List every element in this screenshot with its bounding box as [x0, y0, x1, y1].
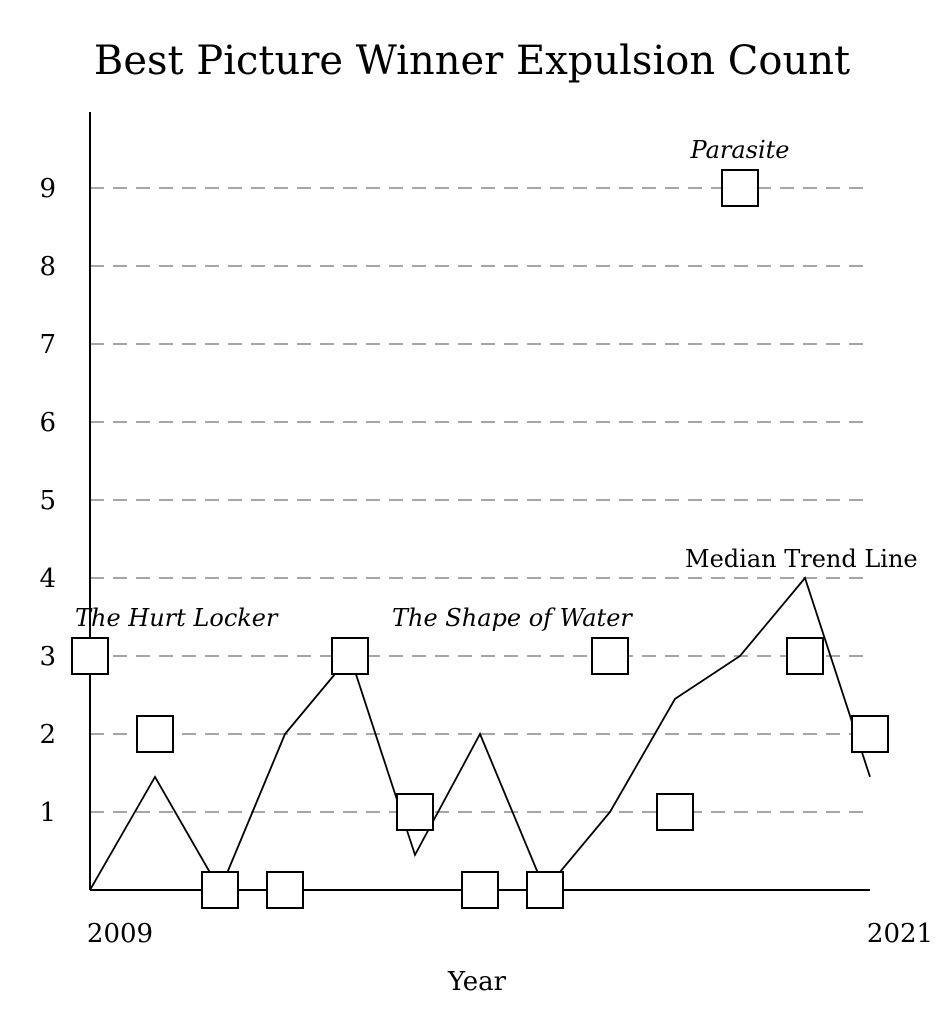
data-point-marker [591, 637, 629, 675]
data-point-marker [721, 169, 759, 207]
x-tick-label: 2009 [87, 919, 153, 949]
tick-labels: 1 2 3 4 5 6 7 8 9 2009 2021 [39, 174, 933, 949]
data-point-marker [266, 871, 304, 909]
y-tick-label: 8 [39, 252, 56, 282]
annotation-label: Median Trend Line [685, 545, 918, 573]
data-point-marker [526, 871, 564, 909]
data-point-marker [461, 871, 499, 909]
annotations: The Hurt Locker The Shape of Water Parasit… [75, 136, 918, 632]
y-tick-label: 4 [39, 564, 56, 594]
y-tick-label: 6 [39, 408, 56, 438]
data-point-marker [136, 715, 174, 753]
data-point-marker [786, 637, 824, 675]
grid-lines [90, 187, 870, 813]
y-tick-label: 2 [39, 720, 56, 750]
data-point-marker [201, 871, 239, 909]
y-tick-label: 7 [39, 330, 56, 360]
data-point-marker [656, 793, 694, 831]
y-tick-label: 3 [39, 642, 56, 672]
y-tick-label: 1 [39, 798, 56, 828]
y-tick-label: 5 [39, 486, 56, 516]
data-point-marker [331, 637, 369, 675]
data-point-marker [851, 715, 889, 753]
annotation-label: The Hurt Locker [75, 604, 279, 632]
y-tick-label: 9 [39, 174, 56, 204]
data-point-marker [71, 637, 109, 675]
annotation-label: Parasite [690, 136, 790, 164]
chart-title: Best Picture Winner Expulsion Count [94, 38, 850, 84]
data-point-marker [396, 793, 434, 831]
data-points [71, 169, 889, 909]
axes [89, 112, 870, 891]
x-axis-label: Year [447, 967, 507, 997]
x-tick-label: 2021 [867, 919, 933, 949]
annotation-label: The Shape of Water [392, 604, 633, 632]
